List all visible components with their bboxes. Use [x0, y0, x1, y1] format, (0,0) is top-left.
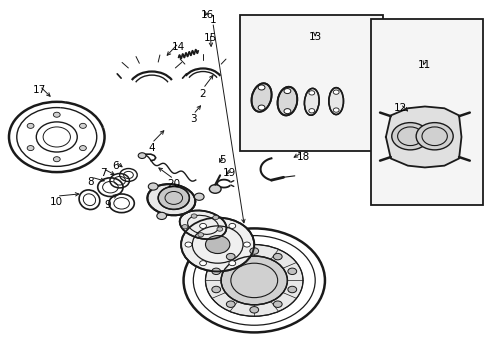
- Circle shape: [211, 286, 220, 293]
- Circle shape: [415, 123, 452, 150]
- Circle shape: [287, 268, 296, 275]
- Circle shape: [287, 286, 296, 293]
- Circle shape: [308, 91, 314, 95]
- Text: 5: 5: [219, 155, 225, 165]
- Circle shape: [273, 301, 282, 307]
- Circle shape: [217, 227, 223, 231]
- Circle shape: [284, 109, 290, 114]
- Circle shape: [258, 105, 264, 110]
- Circle shape: [205, 235, 229, 253]
- Circle shape: [391, 123, 428, 150]
- Circle shape: [249, 248, 258, 254]
- Circle shape: [80, 145, 86, 150]
- Circle shape: [181, 218, 254, 271]
- Circle shape: [148, 183, 158, 190]
- Circle shape: [228, 261, 235, 266]
- Circle shape: [138, 153, 146, 158]
- Circle shape: [27, 123, 34, 129]
- Circle shape: [212, 215, 218, 220]
- Text: 12: 12: [393, 103, 407, 113]
- Circle shape: [158, 186, 189, 210]
- Text: 18: 18: [296, 152, 309, 162]
- Circle shape: [226, 253, 235, 260]
- Text: 10: 10: [50, 197, 63, 207]
- Circle shape: [184, 242, 191, 247]
- Circle shape: [157, 212, 166, 220]
- Circle shape: [226, 301, 235, 307]
- Circle shape: [27, 145, 34, 150]
- Ellipse shape: [328, 87, 343, 114]
- Circle shape: [211, 268, 220, 275]
- Circle shape: [53, 157, 60, 162]
- Circle shape: [205, 244, 303, 316]
- Text: 2: 2: [199, 89, 206, 99]
- Circle shape: [194, 193, 203, 200]
- Circle shape: [221, 256, 287, 305]
- Ellipse shape: [147, 184, 195, 215]
- Circle shape: [209, 185, 221, 193]
- Circle shape: [308, 109, 314, 113]
- Bar: [239, 15, 383, 151]
- Text: 6: 6: [112, 161, 119, 171]
- Circle shape: [332, 108, 338, 112]
- Text: 8: 8: [87, 177, 94, 187]
- Ellipse shape: [251, 83, 271, 112]
- Circle shape: [228, 224, 235, 229]
- Circle shape: [284, 89, 290, 94]
- Circle shape: [332, 90, 338, 94]
- Text: 9: 9: [104, 200, 111, 210]
- Text: 11: 11: [417, 60, 430, 70]
- Circle shape: [191, 214, 197, 218]
- Ellipse shape: [179, 211, 226, 239]
- Circle shape: [80, 123, 86, 129]
- Text: 15: 15: [203, 33, 217, 43]
- Text: 19: 19: [223, 168, 236, 178]
- Ellipse shape: [304, 89, 319, 115]
- Polygon shape: [385, 107, 461, 167]
- Text: 7: 7: [100, 168, 106, 178]
- Circle shape: [243, 242, 250, 247]
- Circle shape: [273, 253, 282, 260]
- Text: 1: 1: [209, 15, 216, 26]
- Circle shape: [199, 224, 206, 229]
- Text: 16: 16: [201, 10, 214, 20]
- Bar: [370, 19, 483, 205]
- Text: 3: 3: [190, 114, 196, 124]
- Circle shape: [198, 233, 203, 237]
- Circle shape: [182, 225, 187, 229]
- Circle shape: [199, 261, 206, 266]
- Circle shape: [53, 112, 60, 117]
- Text: 4: 4: [148, 143, 155, 153]
- Text: 14: 14: [172, 42, 185, 52]
- Ellipse shape: [277, 87, 297, 116]
- Circle shape: [249, 307, 258, 313]
- Circle shape: [258, 85, 264, 90]
- Text: 17: 17: [33, 85, 46, 95]
- Text: 13: 13: [308, 32, 321, 41]
- Text: 20: 20: [167, 179, 180, 189]
